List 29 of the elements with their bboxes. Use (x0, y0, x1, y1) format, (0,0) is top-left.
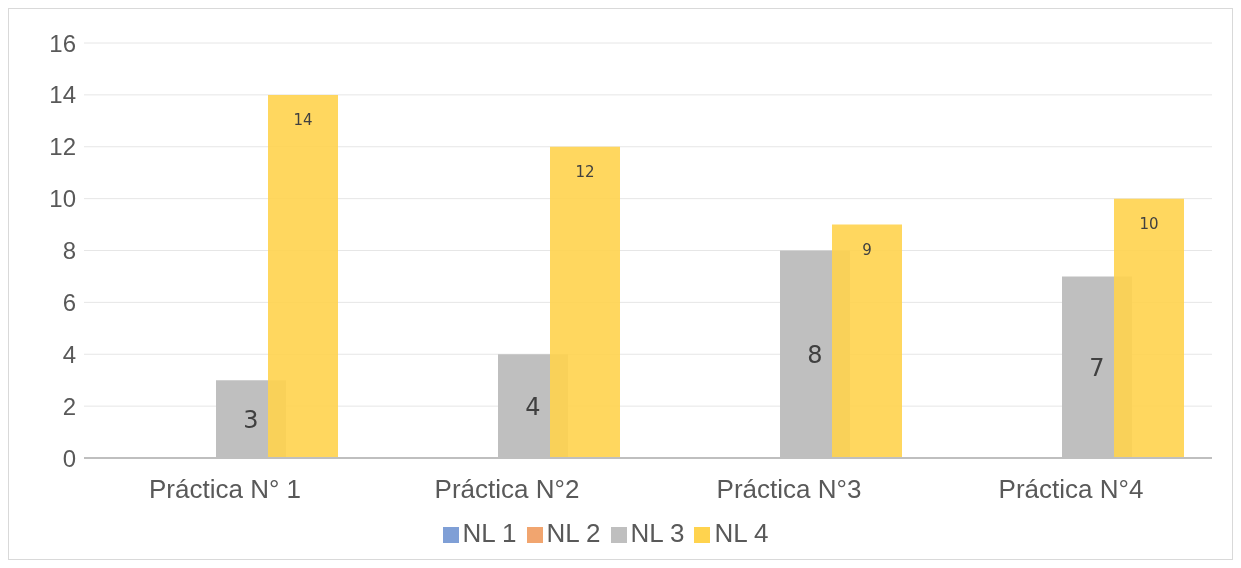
data-label: 10 (1139, 214, 1159, 233)
legend-label: NL 1 (462, 518, 517, 548)
y-tick-label: 2 (62, 392, 76, 420)
y-tick-label: 4 (62, 340, 76, 368)
data-label: 12 (575, 162, 595, 181)
y-tick-label: 10 (49, 185, 76, 213)
x-tick-label: Práctica N° 1 (148, 474, 302, 505)
y-tick-label: 12 (49, 133, 76, 161)
y-tick-label: 14 (49, 81, 76, 109)
y-tick-label: 0 (62, 444, 76, 472)
legend-label: NL 2 (546, 518, 601, 548)
data-label: 3 (243, 406, 259, 435)
bar (832, 224, 902, 458)
y-tick-label: 6 (62, 288, 76, 316)
legend-label: NL 3 (630, 518, 685, 548)
bar (1114, 198, 1184, 458)
bar (550, 146, 620, 458)
y-tick-label: 8 (62, 237, 76, 265)
bar (268, 94, 338, 458)
x-tick-label: Práctica N°4 (998, 474, 1144, 505)
x-tick-label: Práctica N°2 (434, 474, 580, 505)
y-tick-label: 16 (49, 29, 76, 57)
data-label: 9 (862, 240, 872, 259)
data-label: 14 (293, 110, 313, 129)
x-tick-label: Práctica N°3 (716, 474, 862, 505)
legend-label: NL 4 (714, 518, 769, 548)
data-label: 7 (1089, 354, 1105, 383)
data-label: 4 (525, 393, 541, 422)
data-label: 8 (807, 341, 823, 370)
